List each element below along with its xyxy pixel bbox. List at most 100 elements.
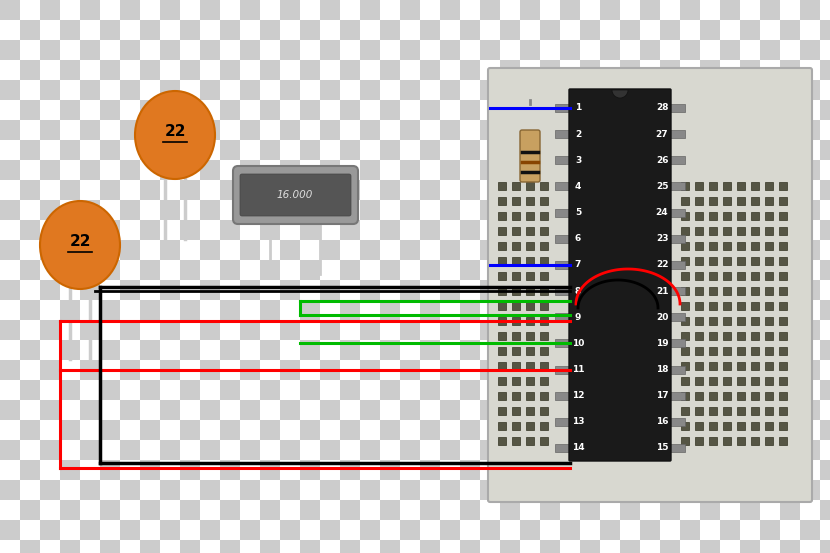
Text: 19: 19 (656, 339, 668, 348)
Bar (670, 182, 685, 190)
Bar (20, 440, 40, 460)
Bar (360, 240, 380, 260)
Bar (700, 60, 720, 80)
Bar (560, 100, 580, 120)
Bar (300, 0, 320, 20)
Bar (555, 261, 570, 269)
Bar (120, 60, 140, 80)
Bar (560, 180, 580, 200)
Bar (555, 287, 570, 295)
Bar (580, 360, 600, 380)
Bar (180, 100, 200, 120)
Bar (120, 360, 140, 380)
Bar (640, 200, 660, 220)
Bar (740, 140, 760, 160)
Bar (600, 520, 620, 540)
Bar (540, 380, 560, 400)
Bar (681, 332, 689, 340)
Bar (560, 420, 580, 440)
Bar (240, 120, 260, 140)
Bar (240, 100, 260, 120)
Bar (560, 160, 580, 180)
Bar (760, 440, 780, 460)
Bar (540, 140, 560, 160)
Bar (460, 440, 480, 460)
Bar (680, 140, 700, 160)
Bar (60, 540, 80, 553)
Bar (180, 480, 200, 500)
Bar (440, 200, 460, 220)
Bar (560, 360, 580, 380)
Bar (260, 160, 280, 180)
Bar (737, 317, 745, 325)
Bar (480, 100, 500, 120)
Bar (380, 220, 400, 240)
Bar (740, 440, 760, 460)
Bar (680, 0, 700, 20)
Bar (681, 317, 689, 325)
Bar (80, 240, 100, 260)
Bar (500, 240, 520, 260)
Bar (480, 500, 500, 520)
Bar (580, 480, 600, 500)
Bar (480, 140, 500, 160)
Bar (680, 320, 700, 340)
Bar (695, 197, 703, 205)
Bar (765, 362, 773, 370)
Bar (180, 340, 200, 360)
Bar (540, 257, 548, 265)
Bar (800, 480, 820, 500)
Bar (320, 500, 340, 520)
Bar (460, 80, 480, 100)
Bar (780, 540, 800, 553)
Bar (540, 422, 548, 430)
Bar (700, 120, 720, 140)
Bar (709, 407, 717, 415)
Bar (160, 160, 180, 180)
Bar (120, 500, 140, 520)
Bar (300, 240, 320, 260)
Bar (240, 540, 260, 553)
Text: 23: 23 (656, 234, 668, 243)
Bar (100, 360, 120, 380)
Bar (700, 260, 720, 280)
Bar (500, 160, 520, 180)
Bar (280, 540, 300, 553)
Bar (180, 520, 200, 540)
Wedge shape (612, 90, 628, 98)
Bar (300, 280, 320, 300)
Bar (740, 80, 760, 100)
Bar (180, 360, 200, 380)
Bar (600, 500, 620, 520)
Bar (40, 340, 60, 360)
Bar (60, 20, 80, 40)
Bar (760, 340, 780, 360)
Bar (560, 480, 580, 500)
Bar (800, 280, 820, 300)
Bar (780, 20, 800, 40)
Bar (40, 460, 60, 480)
Bar (820, 320, 830, 340)
Bar (260, 120, 280, 140)
Bar (520, 440, 540, 460)
Bar (300, 100, 320, 120)
Bar (320, 280, 340, 300)
Bar (80, 380, 100, 400)
Bar (512, 407, 520, 415)
Bar (740, 100, 760, 120)
Bar (440, 340, 460, 360)
Bar (800, 0, 820, 20)
Bar (260, 0, 280, 20)
Bar (720, 140, 740, 160)
Bar (380, 100, 400, 120)
Bar (60, 120, 80, 140)
Bar (700, 360, 720, 380)
Bar (580, 60, 600, 80)
Bar (200, 380, 220, 400)
Bar (340, 300, 360, 320)
Bar (420, 140, 440, 160)
Bar (580, 180, 600, 200)
Bar (540, 362, 548, 370)
Bar (300, 120, 320, 140)
Bar (320, 540, 340, 553)
